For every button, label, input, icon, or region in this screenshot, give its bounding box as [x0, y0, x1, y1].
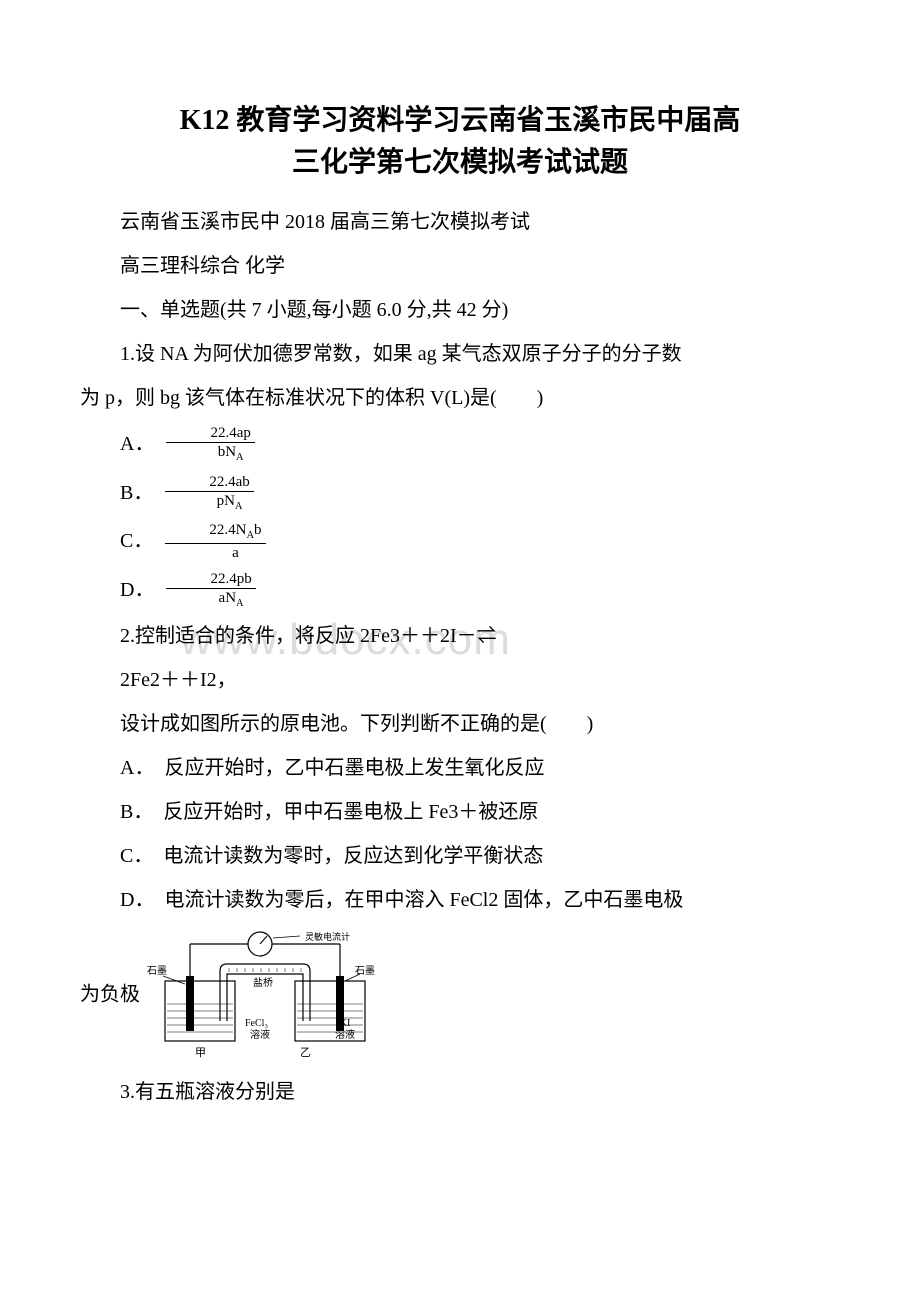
- q2-line-1: 2.控制适合的条件，将反应 2Fe3＋＋2I－⇌: [80, 618, 840, 654]
- q1-option-b-fraction: 22.4ab pNA: [165, 473, 253, 514]
- title-line-1: K12 教育学习资料学习云南省玉溪市民中届高: [180, 105, 741, 136]
- q1-option-a-label: A．: [80, 426, 154, 462]
- graphite-left-label: 石墨: [147, 965, 167, 977]
- q2-option-b: B． 反应开始时，甲中石墨电极上 Fe3＋被还原: [80, 794, 840, 830]
- q1-line-2: 为 p，则 bg 该气体在标准状况下的体积 V(L)是( ): [80, 380, 840, 416]
- cup-right-label: 乙: [300, 1046, 311, 1059]
- q1-option-b: B． 22.4ab pNA: [80, 473, 840, 514]
- q1-option-c-fraction: 22.4NAb a: [165, 521, 265, 562]
- circuit-diagram: 灵敏电流计 石墨: [145, 926, 385, 1066]
- q1-optD-den: aNA: [166, 589, 255, 611]
- q1-option-d-fraction: 22.4pb aNA: [166, 570, 255, 611]
- section-header: 一、单选题(共 7 小题,每小题 6.0 分,共 42 分): [80, 292, 840, 328]
- q1-optA-num: 22.4ap: [166, 424, 254, 443]
- q2-option-d-line-1: D． 电流计读数为零后，在甲中溶入 FeCl2 固体，乙中石墨电极: [80, 882, 840, 918]
- q2-option-d-line-2: 为负极 灵敏电流计: [80, 926, 840, 1066]
- q1-optC-num: 22.4NAb: [165, 521, 265, 544]
- circuit-svg: 灵敏电流计 石墨: [145, 926, 385, 1066]
- bridge-label: 盐桥: [253, 976, 273, 989]
- q1-optB-den: pNA: [165, 492, 253, 514]
- meter-label: 灵敏电流计: [305, 931, 350, 942]
- q1-option-d: D． 22.4pb aNA: [80, 570, 840, 611]
- q1-line-1: 1.设 NA 为阿伏加德罗常数，如果 ag 某气态双原子分子的分子数: [80, 336, 840, 372]
- document-title: K12 教育学习资料学习云南省玉溪市民中届高 三化学第七次模拟考试试题: [80, 100, 840, 184]
- q2-optD-cont-text: 为负极: [80, 984, 140, 1006]
- q1-optA-den: bNA: [166, 443, 254, 465]
- q3: 3.有五瓶溶液分别是: [80, 1074, 840, 1110]
- q1-optD-num: 22.4pb: [166, 570, 255, 589]
- q1-option-b-label: B．: [80, 475, 153, 511]
- sol-left-1: FeCl₃: [245, 1018, 268, 1029]
- q1-option-c: C． 22.4NAb a: [80, 521, 840, 562]
- q1-option-d-label: D．: [80, 572, 154, 608]
- intro-line-1: 云南省玉溪市民中 2018 届高三第七次模拟考试: [80, 204, 840, 240]
- sol-right-1: KI: [340, 1018, 351, 1029]
- q1-option-a-fraction: 22.4ap bNA: [166, 424, 254, 465]
- document-content: K12 教育学习资料学习云南省玉溪市民中届高 三化学第七次模拟考试试题 云南省玉…: [80, 100, 840, 1110]
- q1-optC-den: a: [165, 544, 265, 562]
- title-line-2: 三化学第七次模拟考试试题: [292, 147, 628, 178]
- q2-option-c: C． 电流计读数为零时，反应达到化学平衡状态: [80, 838, 840, 874]
- intro-line-2: 高三理科综合 化学: [80, 248, 840, 284]
- sol-left-2: 溶液: [250, 1028, 270, 1041]
- q1-option-c-label: C．: [80, 523, 153, 559]
- q1-option-a: A． 22.4ap bNA: [80, 424, 840, 465]
- sol-right-2: 溶液: [335, 1028, 355, 1041]
- q2-line-3: 设计成如图所示的原电池。下列判断不正确的是( ): [80, 706, 840, 742]
- q2-line-2: 2Fe2＋＋I2，: [80, 662, 840, 698]
- q2-option-a: A． 反应开始时，乙中石墨电极上发生氧化反应: [80, 750, 840, 786]
- cup-left-label: 甲: [195, 1047, 206, 1059]
- q1-optB-num: 22.4ab: [165, 473, 253, 492]
